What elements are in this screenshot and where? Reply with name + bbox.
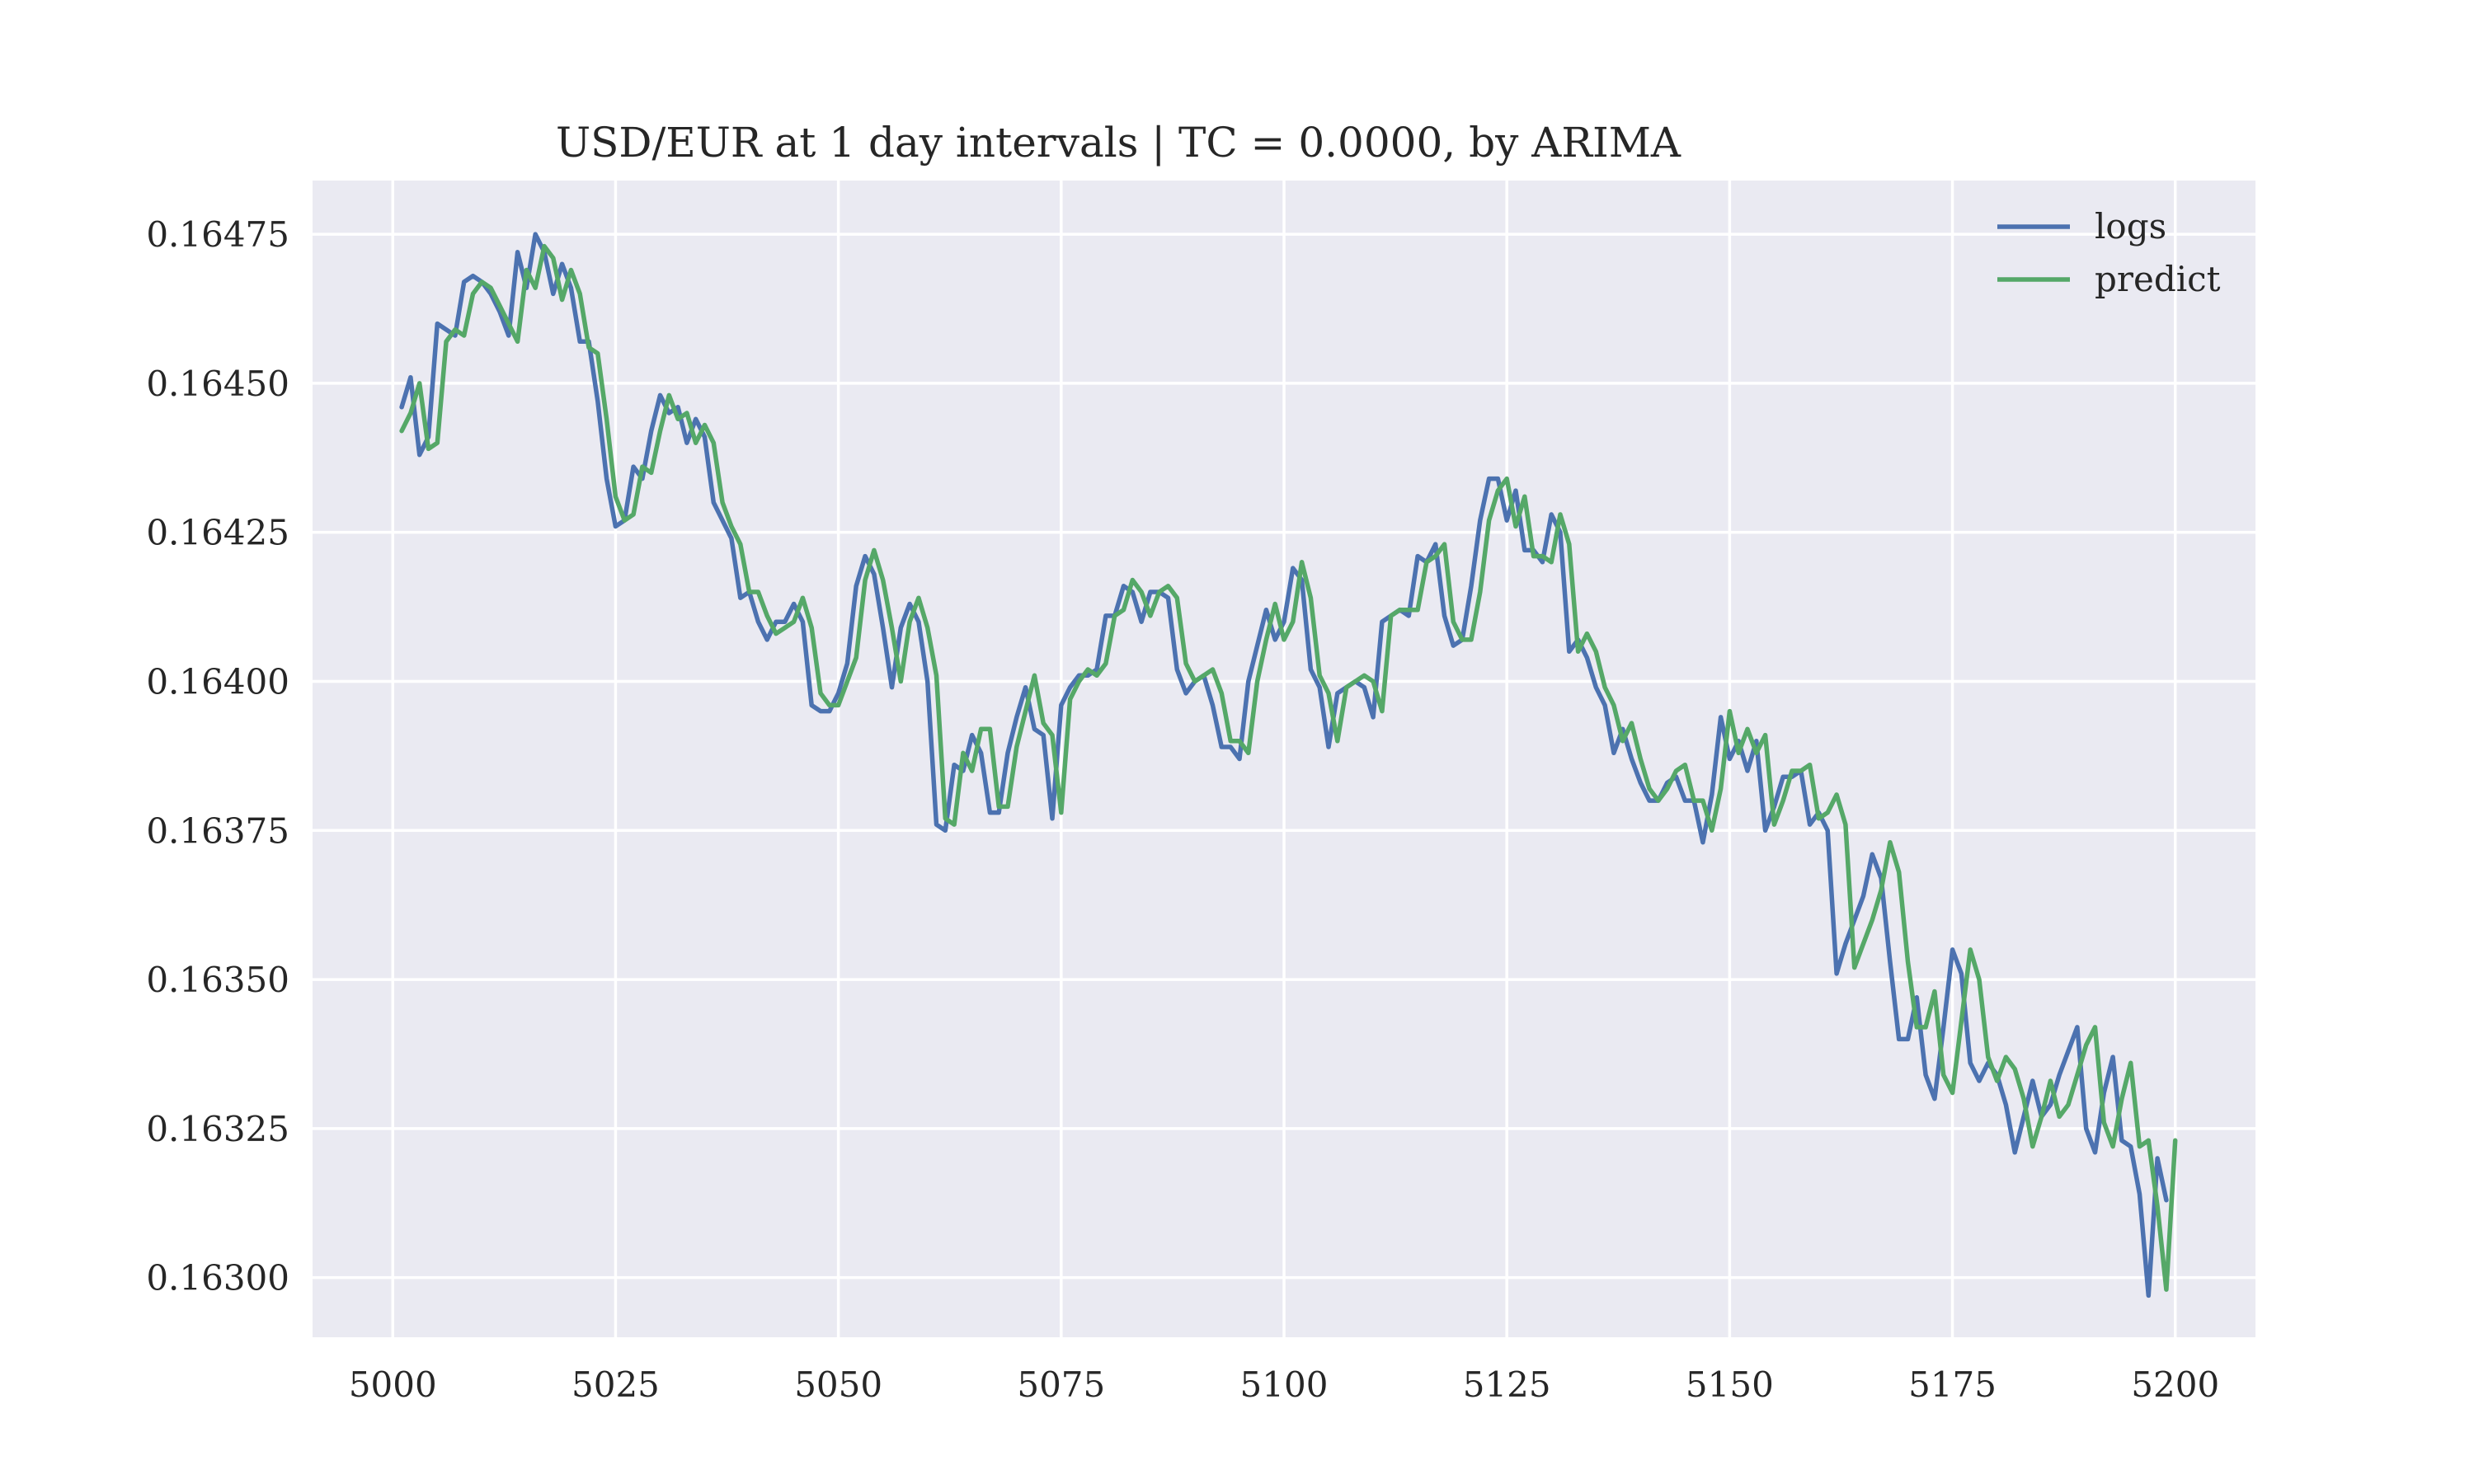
x-tick-label: 5025 (571, 1364, 660, 1405)
x-tick-label: 5050 (794, 1364, 882, 1405)
y-axis-ticks: 0.16300 0.16325 0.16350 0.16375 0.16400 0.164… (146, 214, 289, 1298)
legend-label-logs: logs (2095, 206, 2166, 247)
chart-title: USD/EUR at 1 day intervals | TC = 0.0000… (556, 119, 1681, 167)
x-tick-label: 5175 (1908, 1364, 1997, 1405)
x-tick-label: 5125 (1463, 1364, 1551, 1405)
x-tick-label: 5150 (1686, 1364, 1774, 1405)
x-axis-ticks: 5000 5025 5050 5075 5100 5125 5150 5175 5200 (349, 1364, 2219, 1405)
y-tick-label: 0.16475 (146, 214, 289, 255)
legend-label-predict: predict (2095, 259, 2221, 299)
y-tick-label: 0.16425 (146, 513, 289, 553)
x-tick-label: 5100 (1240, 1364, 1329, 1405)
x-tick-label: 5075 (1017, 1364, 1105, 1405)
y-tick-label: 0.16350 (146, 960, 289, 1000)
y-tick-label: 0.16300 (146, 1258, 289, 1298)
y-tick-label: 0.16375 (146, 810, 289, 851)
y-tick-label: 0.16450 (146, 364, 289, 404)
y-tick-label: 0.16325 (146, 1109, 289, 1149)
y-tick-label: 0.16400 (146, 661, 289, 702)
legend: logs predict (1997, 206, 2221, 299)
series-lines (399, 232, 2178, 1298)
series-line-logs (399, 232, 2169, 1298)
series-line-predict (399, 243, 2178, 1292)
x-tick-label: 5200 (2131, 1364, 2219, 1405)
x-tick-label: 5000 (349, 1364, 437, 1405)
